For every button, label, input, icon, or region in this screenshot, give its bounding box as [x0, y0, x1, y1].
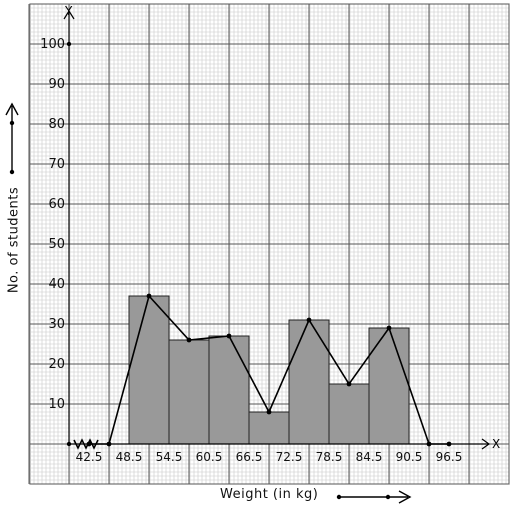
- y-axis-max-dot: [66, 41, 72, 47]
- x-tick-label: 72.5: [276, 450, 303, 464]
- y-axis-letter: Y: [64, 4, 73, 18]
- origin-dot: [66, 441, 72, 447]
- y-tick-label: 60: [48, 197, 65, 212]
- x-axis-label: Weight (in kg): [220, 487, 319, 502]
- x-tick-label: 54.5: [156, 450, 183, 464]
- polygon-point: [426, 441, 432, 447]
- y-tick-label: 30: [48, 317, 65, 332]
- x-axis-arrowhead: [481, 438, 491, 450]
- polygon-point: [146, 293, 152, 299]
- histogram-bar: [208, 335, 250, 445]
- y-tick-label: 90: [48, 77, 65, 92]
- polygon-point: [446, 441, 452, 447]
- y-direction-arrowhead: [5, 102, 19, 116]
- x-tick-label: 60.5: [196, 450, 223, 464]
- polygon-point: [86, 441, 92, 447]
- x-direction-arrowhead: [398, 490, 412, 504]
- polygon-point: [226, 333, 232, 339]
- histogram-bar: [128, 295, 170, 445]
- polygon-point: [106, 441, 112, 447]
- histogram-bar: [328, 383, 370, 445]
- polygon-point: [386, 325, 392, 331]
- histogram-bar: [248, 411, 290, 445]
- y-direction-dot: [9, 169, 15, 175]
- x-tick-label: 42.5: [76, 450, 103, 464]
- x-tick-label: 66.5: [236, 450, 263, 464]
- x-axis-letter: X: [492, 437, 500, 451]
- histogram-bar: [168, 339, 210, 445]
- y-axis-label: No. of students: [6, 186, 22, 294]
- y-axis-arrowhead: [63, 9, 75, 20]
- y-tick-label: 100: [40, 37, 65, 52]
- histogram-bar: [368, 327, 410, 445]
- x-tick-label: 90.5: [396, 450, 423, 464]
- polygon-point: [306, 317, 312, 323]
- y-direction-dot: [9, 120, 15, 126]
- polygon-point: [266, 409, 272, 415]
- x-tick-label: 84.5: [356, 450, 383, 464]
- histogram-bar: [288, 319, 330, 445]
- x-tick-label: 48.5: [116, 450, 143, 464]
- x-tick-label: 78.5: [316, 450, 343, 464]
- y-tick-label: 50: [48, 237, 65, 252]
- x-tick-label: 96.5: [436, 450, 463, 464]
- axis-break-zigzag: [73, 438, 99, 450]
- y-axis-title: No. of students: [4, 120, 24, 400]
- x-direction-dot: [385, 494, 391, 500]
- polygon-point: [346, 381, 352, 387]
- x-direction-dot: [336, 494, 342, 500]
- y-tick-label: 20: [48, 357, 65, 372]
- y-tick-label: 80: [48, 117, 65, 132]
- y-tick-label: 10: [48, 397, 65, 412]
- polygon-point: [186, 337, 192, 343]
- y-tick-label: 70: [48, 157, 65, 172]
- y-tick-label: 40: [48, 277, 65, 292]
